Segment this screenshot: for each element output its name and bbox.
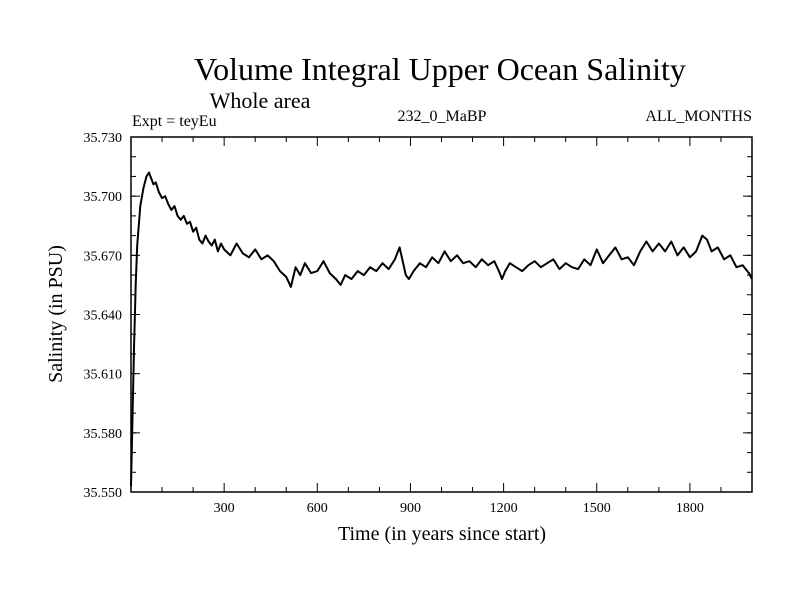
x-tick-label: 300 [214,501,235,516]
chart-title: Volume Integral Upper Ocean Salinity [194,51,686,87]
axes: 35.550 35.580 35.610 35.640 35.670 35.700 35.7… [84,131,752,516]
x-tick-label: 1500 [583,501,611,516]
y-tick-label: 35.730 [84,131,123,146]
x-axis-label: Time (in years since start) [338,523,546,545]
x-tick-label: 1200 [490,501,518,516]
chart-subtitle: Whole area [210,88,311,113]
y-tick-label: 35.640 [84,309,123,324]
x-tick-label: 900 [400,501,421,516]
y-axis-label: Salinity (in PSU) [45,245,67,383]
y-tick-label: 35.610 [84,368,123,383]
months-label: ALL_MONTHS [645,108,752,125]
period-label: 232_0_MaBP [398,108,487,125]
y-tick-label: 35.700 [84,190,123,205]
y-tick-label: 35.580 [84,427,123,442]
plot-frame [130,136,753,493]
salinity-series-line [130,171,753,487]
y-tick-label: 35.550 [84,486,123,501]
x-tick-label: 1800 [676,501,704,516]
y-tick-label: 35.670 [84,249,123,264]
experiment-label: Expt = teyEu [132,113,217,130]
x-tick-label: 600 [307,501,328,516]
